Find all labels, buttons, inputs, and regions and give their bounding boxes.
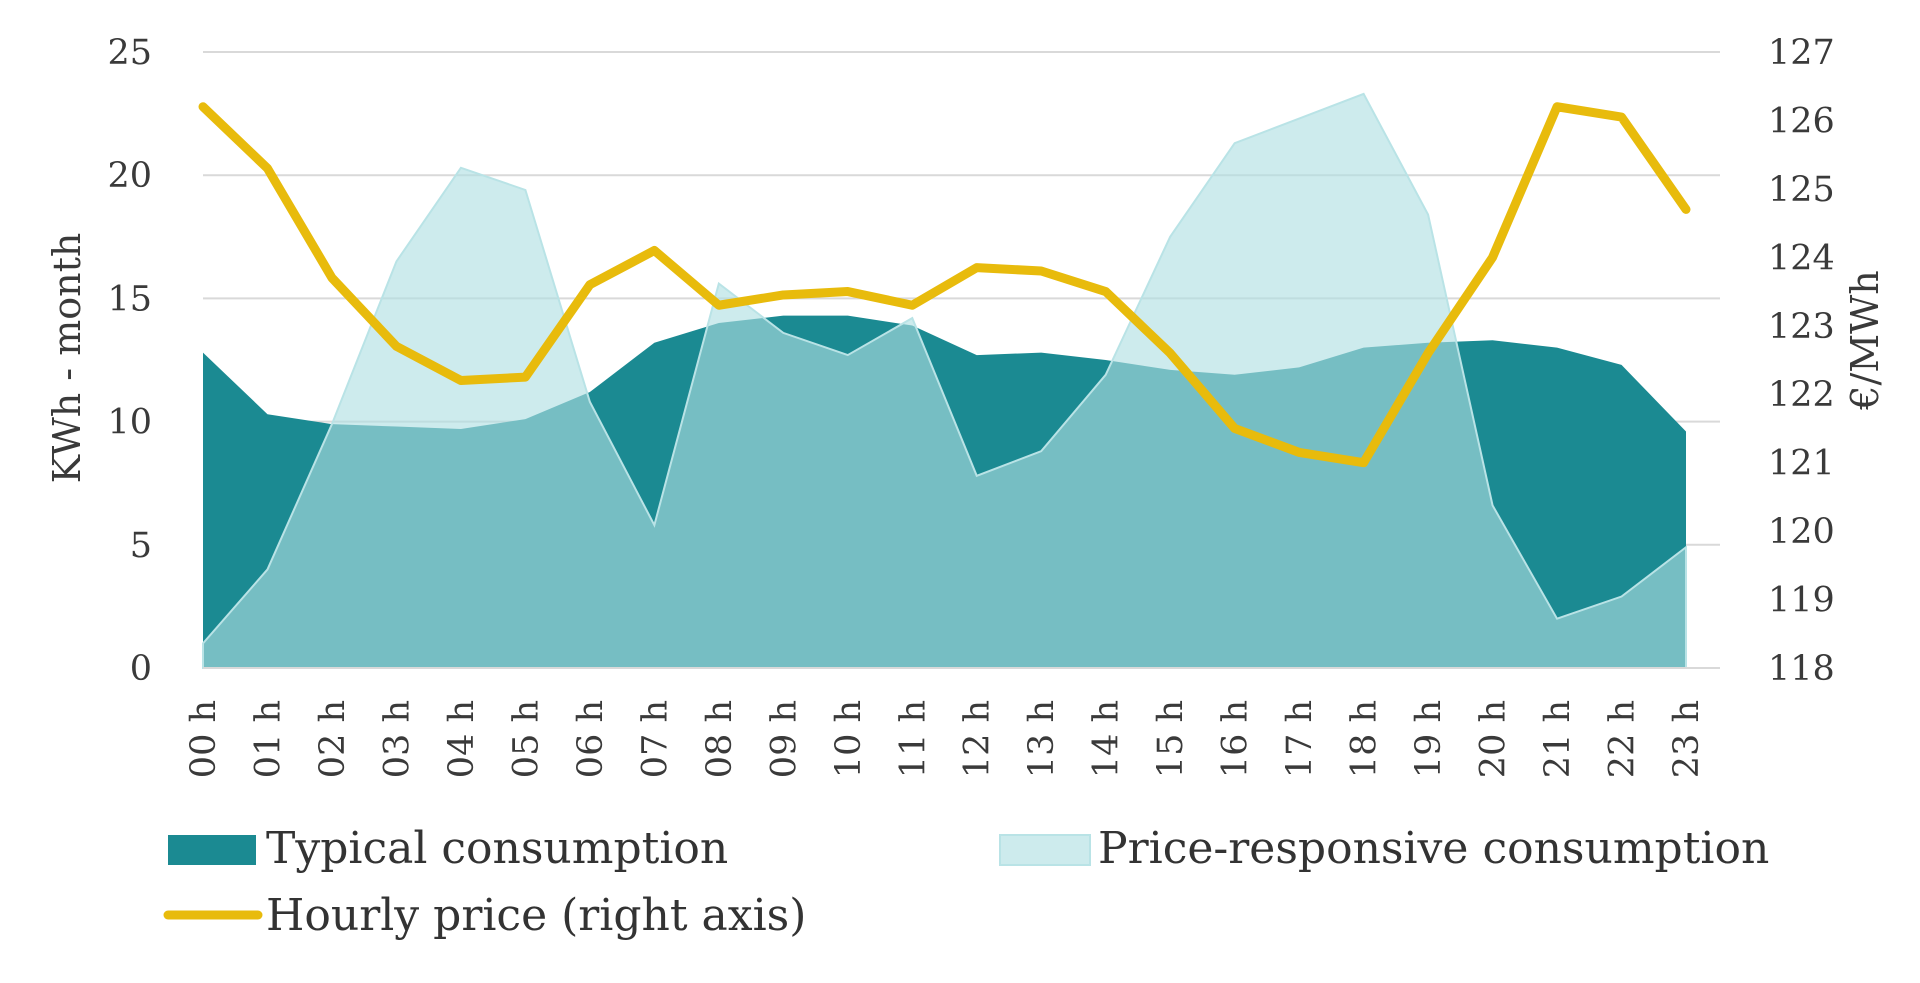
left-axis-ticks: 0 5 10 15 20 25 [107,33,152,689]
right-tick-label: 127 [1768,33,1835,73]
x-axis-ticks: 00 h 01 h 02 h 03 h 04 h 05 h 06 h 07 h 08 h 09 h… [184,700,1707,778]
right-tick-label: 124 [1768,238,1835,278]
left-tick-label: 0 [130,649,152,689]
left-tick-label: 5 [130,526,152,566]
area-series [202,92,1687,669]
x-tick-label: 05 h [506,700,546,778]
right-tick-label: 122 [1768,375,1835,415]
left-tick-label: 20 [107,156,152,196]
right-tick-label: 126 [1768,101,1835,141]
x-tick-label: 20 h [1474,700,1514,778]
x-tick-label: 16 h [1216,700,1256,778]
right-tick-label: 121 [1768,444,1835,484]
left-tick-label: 15 [107,279,152,319]
left-tick-label: 25 [107,33,152,73]
x-tick-label: 06 h [571,700,611,778]
x-tick-label: 04 h [442,700,482,778]
left-axis-title: KWh - month [45,233,89,484]
hourly-price-line [198,102,1691,468]
x-tick-label: 12 h [958,700,998,778]
legend-swatch-typical [168,835,256,865]
right-axis-title: €/MWh [1843,270,1887,410]
x-tick-label: 03 h [377,700,417,778]
x-tick-label: 10 h [829,700,869,778]
right-tick-label: 118 [1768,649,1835,689]
right-tick-label: 125 [1768,170,1835,210]
x-tick-label: 19 h [1409,700,1449,778]
price-responsive-area [202,92,1687,669]
right-tick-label: 123 [1768,307,1835,347]
right-tick-label: 120 [1768,512,1835,552]
legend: Typical consumption Price-responsive cons… [163,823,1769,941]
x-tick-label: 09 h [764,700,804,778]
legend-swatch-price-responsive [999,834,1091,866]
x-tick-label: 02 h [313,700,353,778]
x-tick-label: 22 h [1603,700,1643,778]
x-tick-label: 11 h [893,700,933,778]
x-tick-label: 08 h [700,700,740,778]
legend-label-price-responsive: Price-responsive consumption [1098,823,1769,874]
left-tick-label: 10 [107,403,152,443]
x-tick-label: 07 h [635,700,675,778]
line-series [198,102,1691,468]
x-tick-label: 17 h [1280,700,1320,778]
right-axis-ticks: 118 119 120 121 122 123 124 125 126 127 [1768,33,1835,689]
x-tick-label: 21 h [1538,700,1578,778]
x-tick-label: 15 h [1151,700,1191,778]
x-tick-label: 14 h [1087,700,1127,778]
x-tick-label: 13 h [1022,700,1062,778]
x-tick-label: 00 h [184,700,224,778]
right-tick-label: 119 [1768,581,1835,621]
x-tick-label: 01 h [248,700,288,778]
legend-label-typical: Typical consumption [266,823,728,874]
legend-label-price: Hourly price (right axis) [266,890,806,941]
x-tick-label: 18 h [1345,700,1385,778]
x-tick-label: 23 h [1667,700,1707,778]
